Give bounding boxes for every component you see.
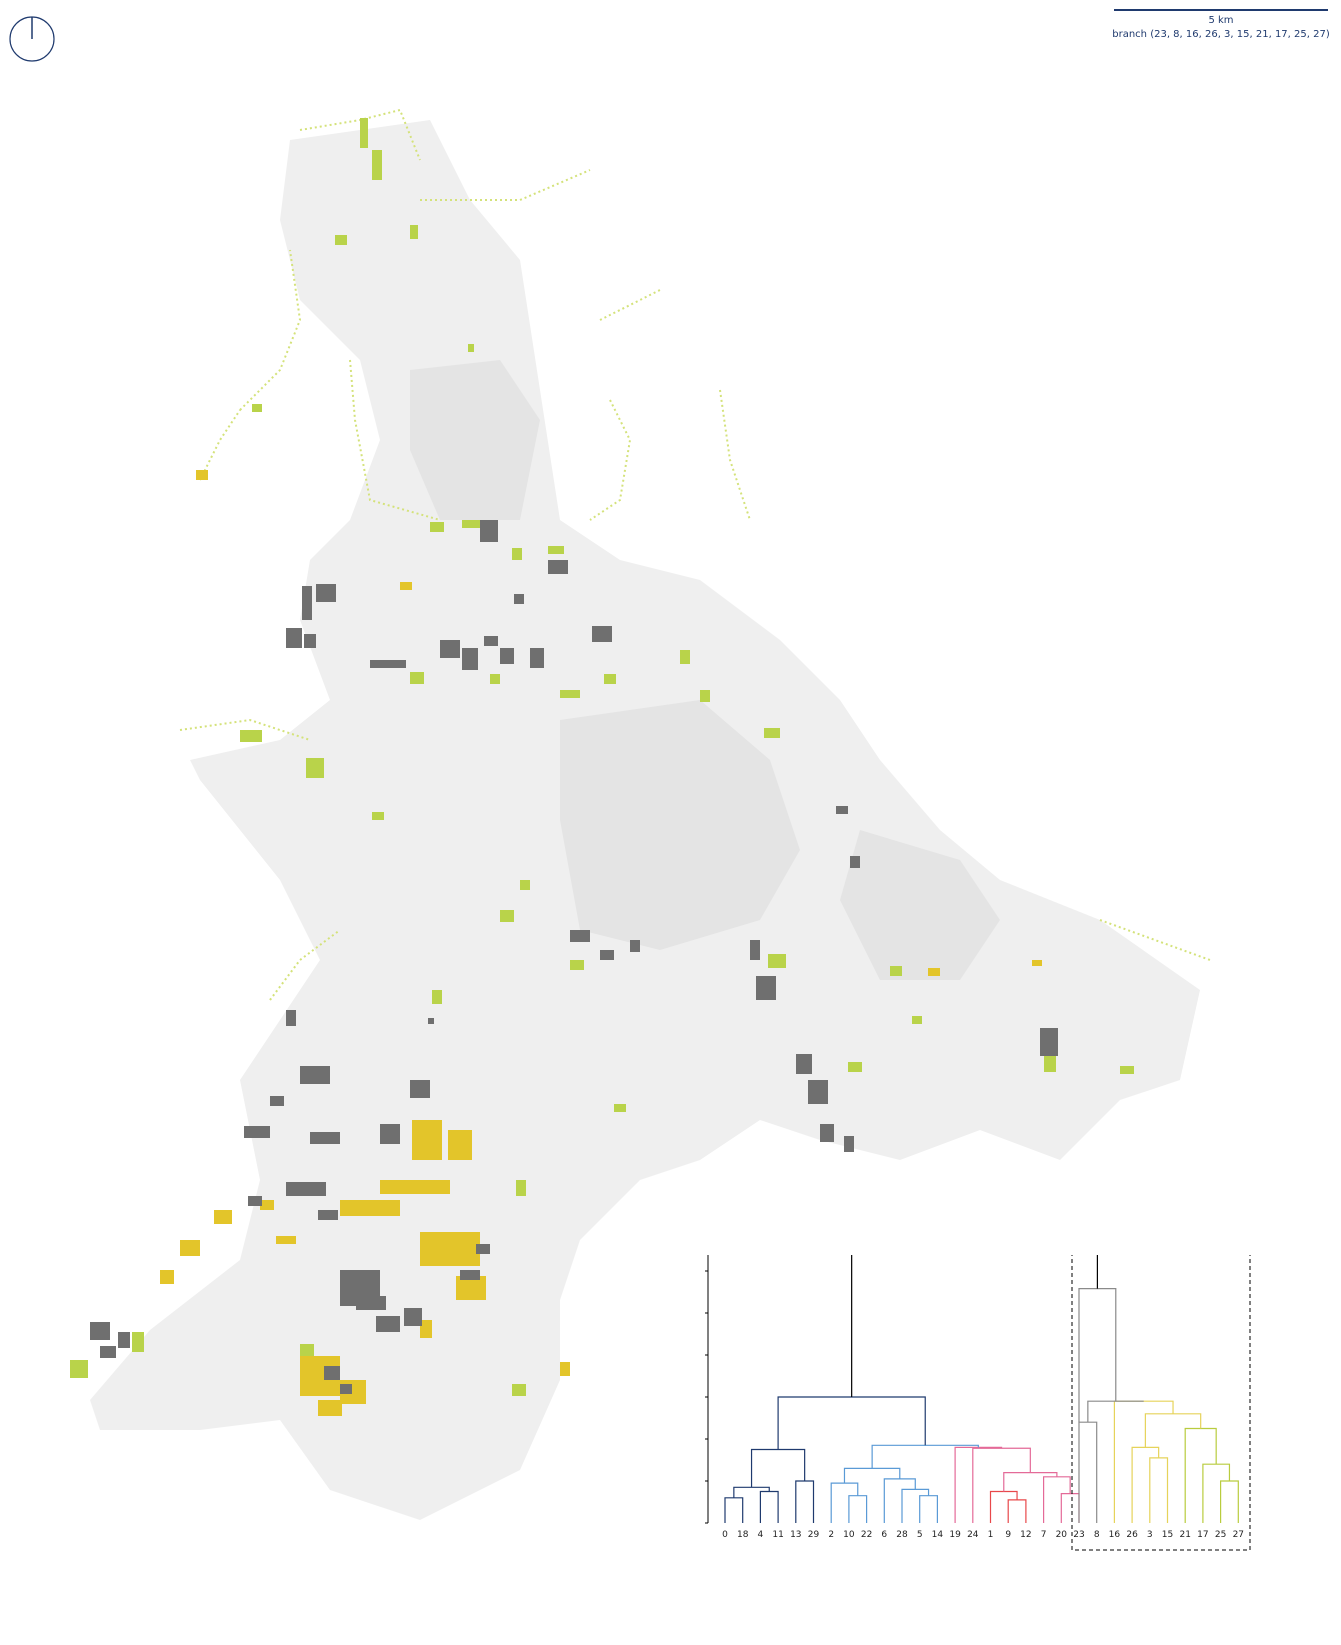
dendrogram-link (1202, 1463, 1231, 1523)
leaf-label: 6 (881, 1530, 887, 1540)
leaf-label: 11 (772, 1530, 783, 1540)
dendrogram-link (1003, 1472, 1058, 1492)
dendrogram-link (1220, 1480, 1239, 1523)
leaf-label: 18 (737, 1530, 749, 1540)
leaf-label: 25 (1215, 1530, 1226, 1540)
dendrogram-link (1078, 1288, 1117, 1423)
dendrogram-link (843, 1467, 901, 1484)
leaf-label: 10 (843, 1530, 855, 1540)
dendrogram-link (1184, 1427, 1217, 1523)
leaf-label: 3 (1147, 1530, 1153, 1540)
dendrogram-link (795, 1480, 815, 1523)
leaf-label: 20 (1056, 1530, 1068, 1540)
scale-bar-branch: branch (23, 8, 16, 26, 3, 15, 21, 17, 25… (1112, 29, 1330, 40)
dendrogram-leaf-labels: 0 18 4 11 13 29 2 10 22 6 28 5 14 19 24 1 9 12 7 20 23 8 16 26 3… (722, 1530, 1244, 1540)
leaf-label: 2 (828, 1530, 834, 1540)
dendrogram-link (1144, 1413, 1202, 1448)
dendrogram-link (1007, 1499, 1027, 1523)
dendrogram-link (750, 1448, 806, 1488)
yellow-building-clusters (160, 470, 1042, 1416)
dendrogram-chart: 010203040506070 018411132921022628514192… (705, 1255, 1251, 1551)
leaf-label: 4 (758, 1530, 764, 1540)
dendrogram-link (1113, 1400, 1174, 1523)
dendrogram-link (954, 1446, 1003, 1523)
dendrogram-link (1131, 1446, 1160, 1523)
leaf-label: 16 (1109, 1530, 1121, 1540)
dendrogram-link (883, 1478, 916, 1523)
leaf-label: 13 (790, 1530, 801, 1540)
leaf-label: 5 (917, 1530, 923, 1540)
leaf-label: 19 (949, 1530, 961, 1540)
dendrogram-y-axis: 010203040506070 (705, 1255, 709, 1524)
leaf-label: 17 (1197, 1530, 1208, 1540)
dendrogram-link (777, 1396, 926, 1450)
dendrogram-link (1078, 1421, 1098, 1523)
leaf-label: 0 (722, 1530, 728, 1540)
leaf-label: 7 (1041, 1530, 1047, 1540)
leaf-label: 12 (1020, 1530, 1031, 1540)
dendrogram-link (919, 1495, 938, 1523)
leaf-label: 26 (1126, 1530, 1138, 1540)
dendrogram-link (830, 1482, 859, 1523)
industrial-building-clusters (90, 520, 1058, 1394)
dendrogram-link (871, 1444, 979, 1469)
scale-bar-line (1114, 9, 1328, 11)
leaf-label: 15 (1162, 1530, 1173, 1540)
dendrogram-link (1149, 1457, 1169, 1523)
dendrogram-link (972, 1447, 1031, 1523)
dendrogram-link (851, 1255, 1098, 1397)
dendrogram-link (1087, 1400, 1144, 1423)
dendrogram-link (989, 1490, 1018, 1523)
green-building-clusters (70, 118, 1134, 1396)
leaf-label: 21 (1179, 1530, 1190, 1540)
dendrogram-link (759, 1490, 779, 1523)
dendrogram-links (724, 1255, 1239, 1523)
highlighted-branch-box (1071, 1255, 1251, 1551)
leaf-label: 9 (1005, 1530, 1011, 1540)
scale-bar: 5 km branch (23, 8, 16, 26, 3, 15, 21, 1… (1110, 8, 1332, 48)
leaf-label: 22 (861, 1530, 872, 1540)
leaf-label: 29 (808, 1530, 820, 1540)
background-buildings-darker (410, 360, 1000, 980)
dendrogram-link (1043, 1476, 1071, 1523)
green-corridors (179, 108, 1211, 1001)
dendrogram-link (733, 1486, 770, 1498)
dendrogram-link (724, 1497, 744, 1523)
leaf-label: 8 (1094, 1530, 1100, 1540)
scale-bar-distance: 5 km (1208, 15, 1234, 26)
leaf-label: 27 (1233, 1530, 1244, 1540)
leaf-label: 14 (932, 1530, 944, 1540)
leaf-label: 24 (967, 1530, 979, 1540)
leaf-label: 28 (896, 1530, 908, 1540)
dendrogram-link (848, 1495, 868, 1523)
leaf-label: 23 (1073, 1530, 1084, 1540)
leaf-label: 1 (988, 1530, 994, 1540)
north-arrow-icon (9, 16, 55, 62)
dendrogram-link (901, 1488, 930, 1523)
dendrogram-link (1060, 1493, 1080, 1523)
